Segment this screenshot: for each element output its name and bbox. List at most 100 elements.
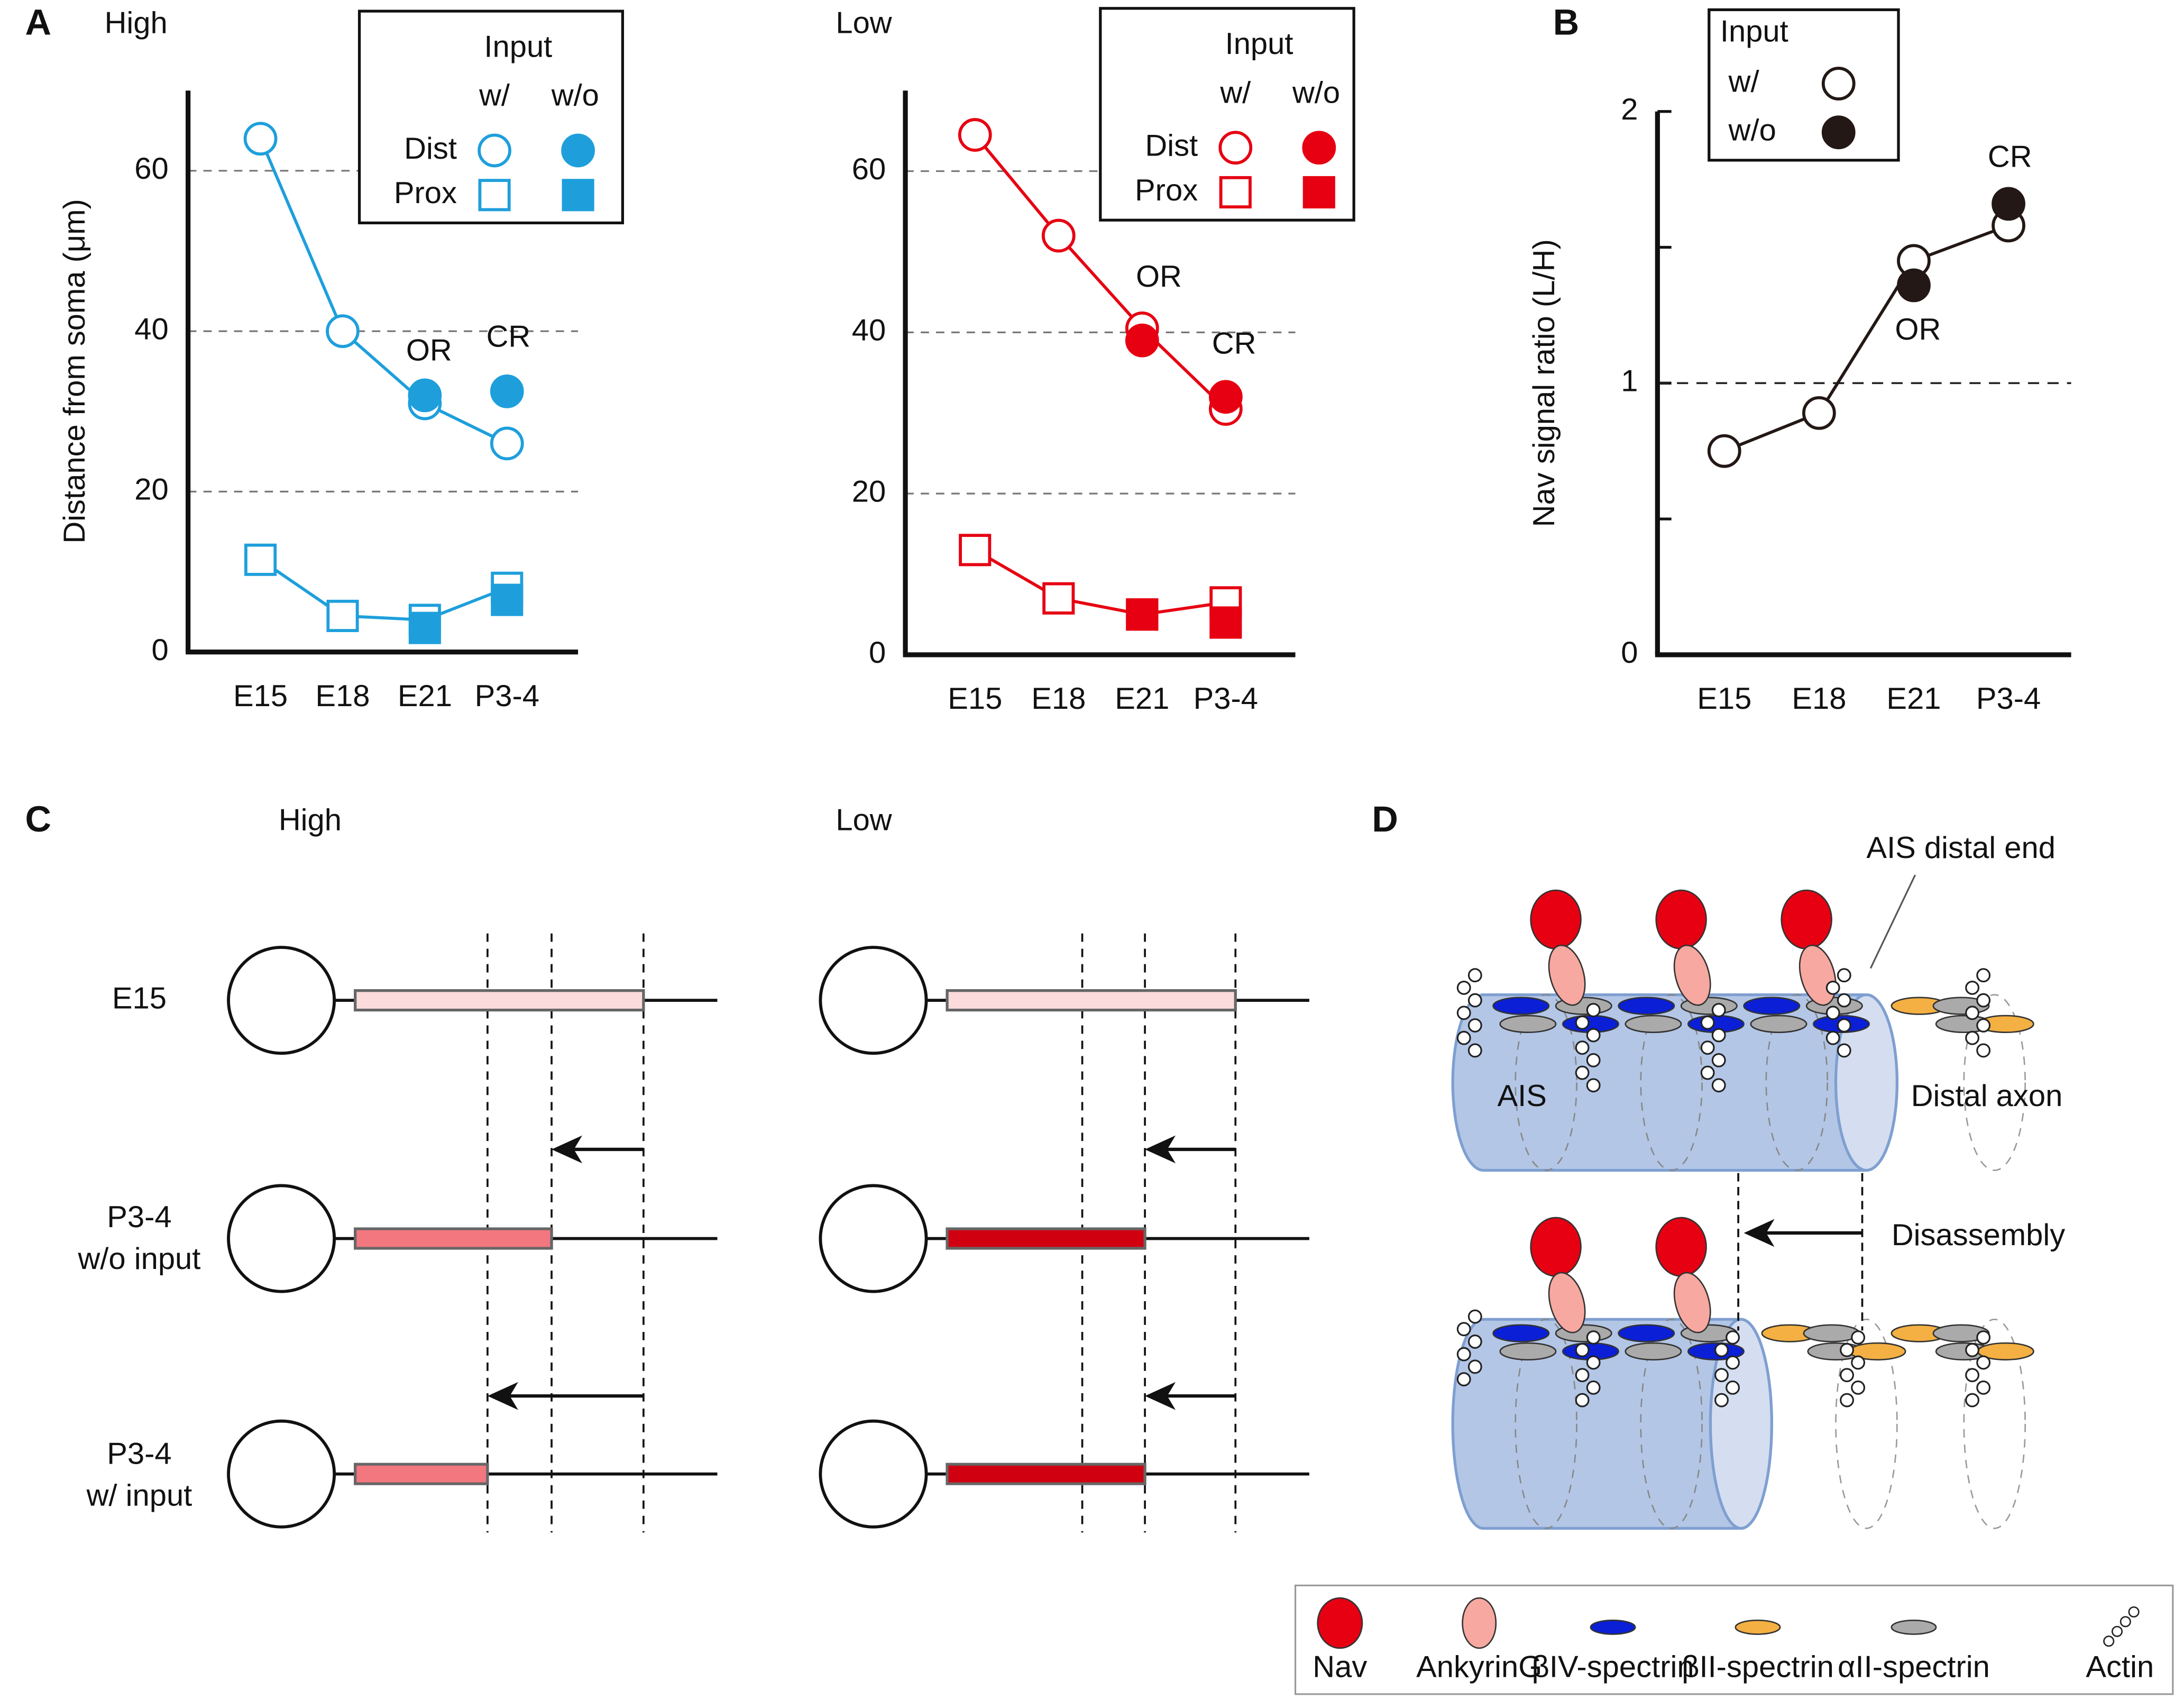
legend-box xyxy=(1708,8,1900,162)
y-axis-label: Nav signal ratio (L/H) xyxy=(1527,239,1561,527)
circle-marker xyxy=(1707,434,1741,468)
soma xyxy=(819,946,928,1055)
square-marker xyxy=(562,179,594,212)
actin-bead xyxy=(1575,1393,1590,1408)
soma xyxy=(227,1419,336,1529)
actin-bead xyxy=(1586,1330,1601,1345)
row-label: w/o input xyxy=(77,1242,200,1276)
legend-label: AnkyrinG xyxy=(1416,1650,1542,1684)
annotation: CR xyxy=(487,319,531,353)
actin-bead xyxy=(1467,1309,1482,1324)
circle-marker xyxy=(490,374,524,408)
actin-bead xyxy=(1840,1393,1854,1408)
nav xyxy=(1530,1217,1582,1277)
legend-icon xyxy=(2111,1625,2123,1637)
actin-bead xyxy=(1825,1006,1840,1020)
square-marker xyxy=(478,179,511,212)
actin-bead xyxy=(1714,1368,1729,1383)
y-axis-label: Distance from soma (μm) xyxy=(58,199,91,544)
y-tick-label: 60 xyxy=(852,152,886,186)
actin-bead xyxy=(1965,1030,1980,1045)
spectrin xyxy=(1750,1015,1807,1034)
arrow-head xyxy=(487,1382,518,1410)
actin-bead xyxy=(1711,1028,1726,1043)
soma xyxy=(227,946,336,1055)
x-tick-label: E18 xyxy=(1792,682,1846,716)
actin-bead xyxy=(1976,1330,1991,1345)
actin-bead xyxy=(1575,1040,1590,1055)
y-tick-label: 40 xyxy=(134,312,168,346)
y-tick-label: 60 xyxy=(134,152,168,186)
ring xyxy=(1640,994,1703,1171)
legend-column: w/ xyxy=(479,79,510,113)
arrow-head xyxy=(552,1135,583,1164)
actin-bead xyxy=(1586,1355,1601,1370)
annotation: CR xyxy=(1988,140,2032,174)
arrow-head xyxy=(1145,1135,1176,1164)
ais-bar xyxy=(946,1227,1146,1250)
y-tick-label: 20 xyxy=(134,473,168,507)
circle-marker xyxy=(1218,131,1253,165)
legend-label: βIV-spectrin xyxy=(1532,1650,1694,1684)
row-label: E15 xyxy=(112,981,167,1015)
y-tick-label: 0 xyxy=(869,636,886,670)
legend-label: αII-spectrin xyxy=(1838,1650,1990,1684)
spectrin xyxy=(1499,1015,1557,1034)
nav xyxy=(1530,889,1582,949)
actin-bead xyxy=(1456,1347,1471,1362)
circle-marker xyxy=(490,426,524,461)
actin-bead xyxy=(1714,1393,1729,1408)
series-line xyxy=(974,134,1227,410)
ring xyxy=(1515,994,1577,1171)
legend-box xyxy=(1294,1584,2174,1695)
actin-bead xyxy=(1467,1018,1482,1033)
spectrin xyxy=(1625,1342,1682,1360)
actin-bead xyxy=(1467,993,1482,1008)
legend-label: Prox xyxy=(394,176,457,210)
actin-bead xyxy=(1711,1003,1726,1017)
annotation: OR xyxy=(1895,313,1941,346)
annotation: AIS distal end xyxy=(1866,831,2055,865)
actin-bead xyxy=(1467,1043,1482,1058)
legend-label: w/ xyxy=(1728,65,1760,98)
actin-bead xyxy=(1851,1330,1866,1345)
actin-bead xyxy=(1837,968,1851,983)
x-tick-label: E21 xyxy=(1886,682,1941,716)
arrow-head xyxy=(1743,1219,1775,1247)
legend-label: Actin xyxy=(2086,1650,2154,1684)
legend-label: Dist xyxy=(1145,129,1198,163)
circle-marker xyxy=(1992,187,2025,221)
legend-label: Dist xyxy=(404,132,457,166)
subtitle: High xyxy=(105,6,168,40)
legend-label: βII-spectrin xyxy=(1682,1650,1834,1684)
annotation: OR xyxy=(1136,260,1182,294)
x-tick-label: E15 xyxy=(948,682,1002,716)
ais-bar xyxy=(354,989,645,1012)
square-marker xyxy=(1042,582,1075,615)
x-tick-label: P3-4 xyxy=(1194,682,1258,716)
actin-bead xyxy=(1825,1030,1840,1045)
legend-icon xyxy=(2103,1636,2115,1647)
actin-bead xyxy=(1700,1040,1715,1055)
actin-bead xyxy=(1711,1078,1726,1093)
circle-marker xyxy=(1302,131,1336,165)
x-tick-label: P3-4 xyxy=(1976,682,2041,716)
cylinder-end xyxy=(1834,993,1899,1172)
annotation: OR xyxy=(406,334,452,368)
actin-bead xyxy=(1586,1003,1601,1017)
spectrin xyxy=(1499,1342,1557,1360)
spectrin xyxy=(1625,1015,1682,1034)
annotation: CR xyxy=(1212,327,1256,361)
legend-column: w/ xyxy=(1219,76,1251,109)
panel-letter: A xyxy=(25,2,51,43)
ring xyxy=(1963,994,2026,1171)
actin-bead xyxy=(1586,1078,1601,1093)
y-tick-label: 40 xyxy=(852,314,886,348)
legend-icon xyxy=(1590,1619,1636,1635)
circle-marker xyxy=(561,133,595,168)
legend-label: w/o xyxy=(1728,114,1776,148)
actin-bead xyxy=(1976,1018,1991,1033)
actin-bead xyxy=(1586,1028,1601,1043)
actin-bead xyxy=(1456,1030,1471,1045)
